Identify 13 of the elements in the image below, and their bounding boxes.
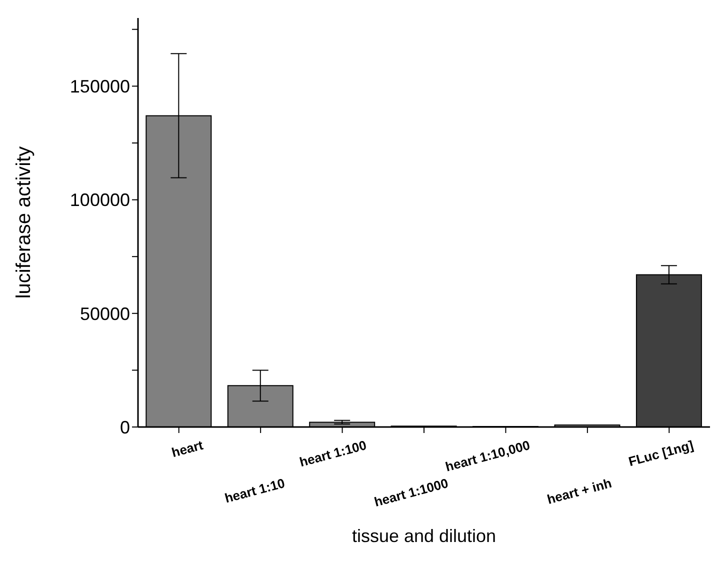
y-axis-title: luciferase activity [13, 146, 36, 299]
y-tick-label: 150000 [70, 76, 130, 97]
x-tick-label: heart 1:100 [298, 437, 368, 470]
x-tick-label: heart [170, 437, 206, 460]
x-tick-label: heart + inh [545, 475, 614, 508]
y-tick-label: 0 [120, 417, 130, 438]
x-tick-label: heart 1:1000 [372, 475, 450, 510]
x-axis-title: tissue and dilution [352, 526, 496, 546]
x-tick-label: FLuc [1ng] [626, 437, 695, 470]
y-tick-label: 100000 [70, 190, 130, 210]
y-tick-label: 50000 [80, 304, 130, 324]
x-tick-label: heart 1:10,000 [444, 437, 532, 474]
x-tick-label: heart 1:10 [223, 475, 286, 506]
